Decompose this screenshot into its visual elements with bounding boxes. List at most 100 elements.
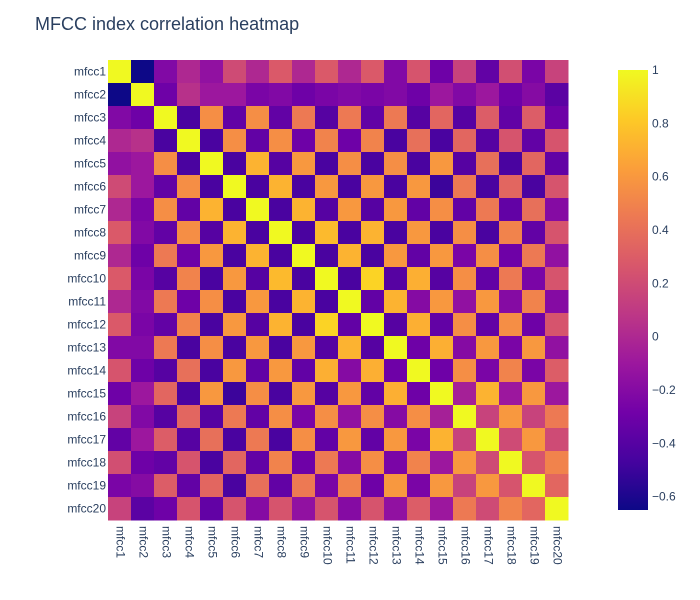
heatmap-cell-mfcc20-mfcc13 <box>384 497 408 521</box>
heatmap-cell-mfcc16-mfcc19 <box>522 405 546 429</box>
heatmap-cell-mfcc11-mfcc11 <box>338 290 362 314</box>
heatmap-cell-mfcc7-mfcc2 <box>131 198 155 222</box>
heatmap-cell-mfcc3-mfcc10 <box>315 106 339 130</box>
heatmap-cell-mfcc3-mfcc19 <box>522 106 546 130</box>
y-tick-label: mfcc19 <box>67 479 106 493</box>
heatmap-cell-mfcc14-mfcc4 <box>177 359 201 383</box>
heatmap-cell-mfcc5-mfcc3 <box>154 152 178 176</box>
heatmap-cell-mfcc6-mfcc1 <box>108 175 132 199</box>
heatmap-cell-mfcc10-mfcc14 <box>407 267 431 291</box>
heatmap-cell-mfcc20-mfcc6 <box>223 497 247 521</box>
colorbar-tick-label: 0.2 <box>652 276 669 290</box>
heatmap-cell-mfcc15-mfcc16 <box>453 382 477 406</box>
heatmap-cell-mfcc7-mfcc4 <box>177 198 201 222</box>
heatmap-cell-mfcc12-mfcc12 <box>361 313 385 337</box>
heatmap-cell-mfcc6-mfcc17 <box>476 175 500 199</box>
heatmap-cell-mfcc14-mfcc10 <box>315 359 339 383</box>
heatmap-cell-mfcc4-mfcc9 <box>292 129 316 153</box>
heatmap-cell-mfcc20-mfcc16 <box>453 497 477 521</box>
heatmap-cell-mfcc7-mfcc14 <box>407 198 431 222</box>
y-tick-label: mfcc12 <box>67 318 106 332</box>
heatmap-cell-mfcc1-mfcc4 <box>177 60 201 84</box>
heatmap-cell-mfcc8-mfcc14 <box>407 221 431 245</box>
heatmap-cell-mfcc1-mfcc3 <box>154 60 178 84</box>
x-tick-label: mfcc18 <box>504 526 518 565</box>
x-tick-label: mfcc14 <box>412 526 426 565</box>
heatmap-cell-mfcc3-mfcc16 <box>453 106 477 130</box>
heatmap-cell-mfcc7-mfcc5 <box>200 198 224 222</box>
heatmap-cell-mfcc17-mfcc13 <box>384 428 408 452</box>
heatmap-cell-mfcc8-mfcc4 <box>177 221 201 245</box>
heatmap-cell-mfcc11-mfcc3 <box>154 290 178 314</box>
y-tick-label: mfcc10 <box>67 272 106 286</box>
heatmap-cell-mfcc11-mfcc19 <box>522 290 546 314</box>
heatmap-cell-mfcc14-mfcc2 <box>131 359 155 383</box>
heatmap-cell-mfcc6-mfcc13 <box>384 175 408 199</box>
heatmap-cell-mfcc5-mfcc9 <box>292 152 316 176</box>
heatmap-cell-mfcc4-mfcc11 <box>338 129 362 153</box>
heatmap-cell-mfcc8-mfcc7 <box>246 221 270 245</box>
heatmap-cell-mfcc1-mfcc20 <box>545 60 569 84</box>
heatmap-cell-mfcc1-mfcc6 <box>223 60 247 84</box>
heatmap-cell-mfcc8-mfcc17 <box>476 221 500 245</box>
y-tick-label: mfcc16 <box>67 410 106 424</box>
heatmap-cell-mfcc13-mfcc4 <box>177 336 201 360</box>
heatmap-cell-mfcc19-mfcc11 <box>338 474 362 498</box>
y-tick-label: mfcc3 <box>74 111 106 125</box>
heatmap-cell-mfcc20-mfcc11 <box>338 497 362 521</box>
heatmap-cell-mfcc9-mfcc19 <box>522 244 546 268</box>
heatmap-cell-mfcc15-mfcc13 <box>384 382 408 406</box>
heatmap-cell-mfcc4-mfcc4 <box>177 129 201 153</box>
heatmap-cell-mfcc4-mfcc18 <box>499 129 523 153</box>
heatmap-cell-mfcc3-mfcc18 <box>499 106 523 130</box>
heatmap-cell-mfcc20-mfcc5 <box>200 497 224 521</box>
heatmap-cell-mfcc12-mfcc17 <box>476 313 500 337</box>
heatmap-cell-mfcc12-mfcc11 <box>338 313 362 337</box>
heatmap-cell-mfcc4-mfcc14 <box>407 129 431 153</box>
heatmap-cell-mfcc2-mfcc9 <box>292 83 316 107</box>
colorbar-tick-label: 0.6 <box>652 170 669 184</box>
heatmap-cell-mfcc7-mfcc19 <box>522 198 546 222</box>
heatmap-cell-mfcc13-mfcc12 <box>361 336 385 360</box>
heatmap-cell-mfcc12-mfcc8 <box>269 313 293 337</box>
heatmap-cell-mfcc7-mfcc13 <box>384 198 408 222</box>
y-tick-label: mfcc9 <box>74 249 106 263</box>
heatmap-cell-mfcc5-mfcc7 <box>246 152 270 176</box>
heatmap-cell-mfcc17-mfcc6 <box>223 428 247 452</box>
heatmap-cell-mfcc13-mfcc20 <box>545 336 569 360</box>
heatmap-cell-mfcc19-mfcc8 <box>269 474 293 498</box>
heatmap-cell-mfcc18-mfcc13 <box>384 451 408 475</box>
heatmap-cell-mfcc5-mfcc4 <box>177 152 201 176</box>
heatmap-cell-mfcc4-mfcc13 <box>384 129 408 153</box>
heatmap-cell-mfcc15-mfcc4 <box>177 382 201 406</box>
heatmap-cell-mfcc7-mfcc18 <box>499 198 523 222</box>
heatmap-cell-mfcc20-mfcc14 <box>407 497 431 521</box>
heatmap-cell-mfcc14-mfcc11 <box>338 359 362 383</box>
heatmap-cell-mfcc12-mfcc6 <box>223 313 247 337</box>
heatmap-cell-mfcc9-mfcc15 <box>430 244 454 268</box>
heatmap-cell-mfcc14-mfcc6 <box>223 359 247 383</box>
heatmap-cell-mfcc10-mfcc4 <box>177 267 201 291</box>
x-tick-label: mfcc17 <box>481 526 495 565</box>
heatmap-cell-mfcc11-mfcc5 <box>200 290 224 314</box>
heatmap-cell-mfcc19-mfcc6 <box>223 474 247 498</box>
heatmap-cell-mfcc16-mfcc11 <box>338 405 362 429</box>
heatmap-cell-mfcc20-mfcc12 <box>361 497 385 521</box>
heatmap-cell-mfcc8-mfcc10 <box>315 221 339 245</box>
heatmap-cell-mfcc12-mfcc19 <box>522 313 546 337</box>
heatmap-cell-mfcc12-mfcc7 <box>246 313 270 337</box>
heatmap-cell-mfcc16-mfcc20 <box>545 405 569 429</box>
heatmap-cell-mfcc14-mfcc7 <box>246 359 270 383</box>
heatmap-cell-mfcc17-mfcc11 <box>338 428 362 452</box>
heatmap-cell-mfcc9-mfcc16 <box>453 244 477 268</box>
heatmap-cell-mfcc14-mfcc20 <box>545 359 569 383</box>
heatmap-cell-mfcc17-mfcc10 <box>315 428 339 452</box>
heatmap-cell-mfcc17-mfcc9 <box>292 428 316 452</box>
heatmap-cell-mfcc5-mfcc17 <box>476 152 500 176</box>
heatmap-cell-mfcc11-mfcc14 <box>407 290 431 314</box>
heatmap-cell-mfcc9-mfcc7 <box>246 244 270 268</box>
heatmap-cell-mfcc4-mfcc15 <box>430 129 454 153</box>
x-tick-label: mfcc3 <box>159 526 173 558</box>
heatmap-cell-mfcc6-mfcc12 <box>361 175 385 199</box>
chart-title: MFCC index correlation heatmap <box>35 14 299 34</box>
